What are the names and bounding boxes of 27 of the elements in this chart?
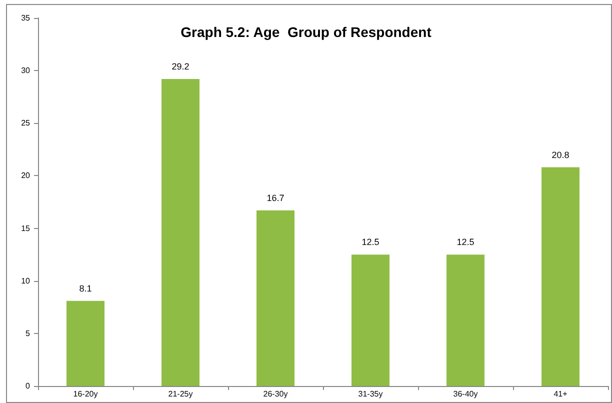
data-label: 29.2: [172, 61, 190, 72]
y-tick-label: 10: [21, 276, 31, 286]
x-tick-label: 41+: [554, 390, 568, 398]
data-label: 16.7: [266, 192, 284, 203]
y-tick-label: 15: [21, 224, 31, 233]
x-tick-label: 36-40y: [453, 390, 478, 398]
chart-title: Graph 5.2: Age Group of Respondent: [180, 24, 432, 40]
data-label: 12.5: [362, 237, 380, 248]
x-tick-label: 21-25y: [168, 390, 193, 398]
y-tick-label: 35: [21, 14, 31, 22]
y-tick-label: 0: [26, 382, 31, 390]
bar: [542, 167, 580, 386]
bar: [256, 210, 294, 386]
bar: [162, 78, 200, 386]
y-tick-label: 5: [26, 328, 31, 338]
bar: [66, 300, 104, 386]
x-tick-label: 31-35y: [358, 390, 383, 398]
data-label: 20.8: [552, 150, 570, 160]
y-tick-label: 30: [21, 66, 31, 76]
bar: [446, 254, 484, 386]
x-tick-label: 26-30y: [263, 390, 288, 398]
y-tick-label: 20: [21, 171, 31, 180]
data-label: 12.5: [456, 237, 474, 248]
bar: [352, 254, 390, 386]
data-label: 8.1: [79, 283, 92, 294]
x-tick-label: 16-20y: [73, 390, 98, 398]
y-tick-label: 25: [21, 118, 31, 128]
